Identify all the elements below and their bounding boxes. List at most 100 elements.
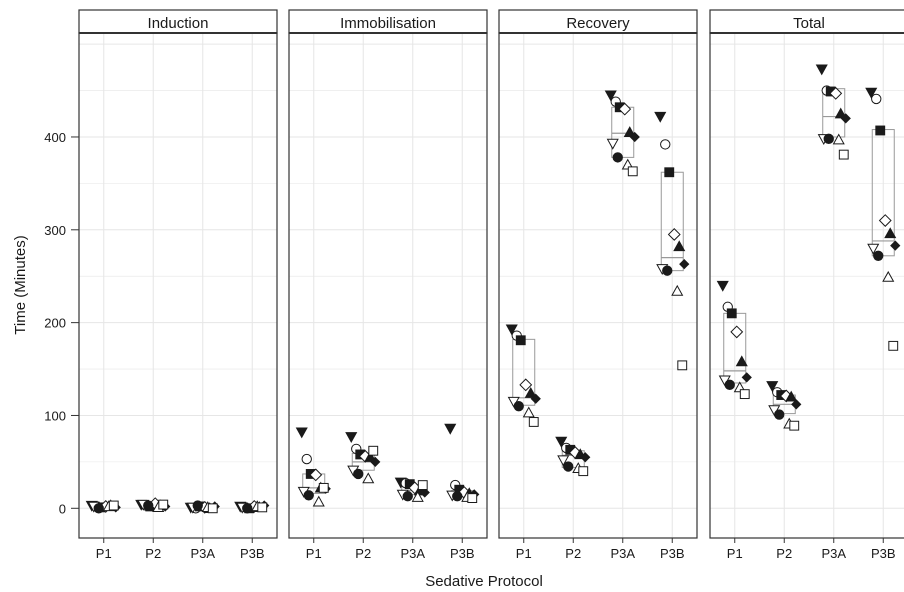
facet-title: Recovery xyxy=(566,15,630,32)
facet-title: Immobilisation xyxy=(340,15,436,32)
data-point xyxy=(242,503,253,514)
data-point xyxy=(677,360,688,371)
y-tick-label: 200 xyxy=(44,316,66,331)
data-point xyxy=(303,490,314,501)
data-point xyxy=(873,250,884,261)
y-tick-label: 300 xyxy=(44,223,66,238)
data-point xyxy=(735,355,748,367)
data-point xyxy=(604,90,617,102)
x-tick-label: P3A xyxy=(821,546,846,561)
data-point xyxy=(618,102,632,116)
x-tick-label: P3B xyxy=(871,546,896,561)
facet-panel-total: Total P1 P2 P3A P3B xyxy=(709,9,904,561)
data-point xyxy=(467,493,478,504)
data-point xyxy=(606,138,619,150)
facet-panel-immobilisation: Immobilisation P1 P2 P3A P3B xyxy=(288,9,488,561)
data-point xyxy=(519,378,533,392)
data-point xyxy=(515,335,526,346)
data-points xyxy=(85,497,270,514)
data-point xyxy=(739,389,750,400)
facet-panel-recovery: Recovery P1 P2 P3A P3B xyxy=(498,9,698,561)
data-point xyxy=(419,487,430,498)
data-point xyxy=(871,93,882,105)
x-tick-label: P2 xyxy=(565,546,581,561)
data-point xyxy=(823,133,834,145)
x-tick-label: P1 xyxy=(306,546,322,561)
data-point xyxy=(679,259,690,270)
facet-panels: Induction P1 P2 P3A P3B Immobilisation P1 P2 P3A… xyxy=(78,9,904,561)
data-point xyxy=(878,214,892,227)
data-point xyxy=(882,270,895,282)
facet-panel-induction: Induction P1 P2 P3A P3B xyxy=(78,9,278,561)
data-point xyxy=(890,240,901,251)
data-point xyxy=(370,456,381,468)
x-tick-label: P3A xyxy=(190,546,215,561)
x-tick-label: P2 xyxy=(776,546,792,561)
data-point xyxy=(664,167,675,178)
data-point xyxy=(730,325,744,339)
data-point xyxy=(612,152,623,163)
data-point xyxy=(716,280,729,292)
data-point xyxy=(673,240,686,252)
gridlines xyxy=(499,33,697,538)
data-point xyxy=(192,500,203,511)
data-point xyxy=(774,409,785,420)
data-points xyxy=(716,64,901,431)
facet-title: Induction xyxy=(148,15,209,32)
panel-background xyxy=(289,33,487,538)
data-point xyxy=(724,379,735,391)
data-point xyxy=(829,86,843,100)
data-point xyxy=(301,453,312,465)
data-point xyxy=(257,502,268,513)
data-point xyxy=(671,284,684,296)
data-point xyxy=(452,491,463,502)
data-point xyxy=(884,227,897,239)
data-point xyxy=(867,243,880,255)
data-point xyxy=(411,490,424,502)
x-tick-label: P3B xyxy=(240,546,265,561)
data-point xyxy=(143,500,154,511)
data-point xyxy=(353,468,364,480)
panel-background xyxy=(79,33,277,538)
data-point xyxy=(362,472,375,484)
data-point xyxy=(834,107,847,119)
data-point xyxy=(528,417,539,427)
data-point xyxy=(505,324,518,336)
y-tick-labels: 0 100 200 300 400 xyxy=(44,130,79,516)
y-axis-title: Time (Minutes) xyxy=(12,235,29,334)
data-point xyxy=(791,399,802,410)
panel-background xyxy=(499,33,697,538)
data-point xyxy=(623,126,636,137)
data-point xyxy=(108,500,119,511)
x-tick-label: P1 xyxy=(516,546,532,561)
data-point xyxy=(557,455,570,467)
data-point xyxy=(741,372,752,383)
data-point xyxy=(840,113,851,124)
gridlines xyxy=(710,33,904,538)
data-point xyxy=(158,499,169,510)
data-point xyxy=(417,480,428,491)
x-tick-label: P2 xyxy=(355,546,371,561)
data-point xyxy=(578,466,589,477)
data-point xyxy=(832,133,845,145)
data-point xyxy=(627,166,638,177)
data-point xyxy=(662,265,673,276)
data-point xyxy=(530,393,541,404)
facet-title: Total xyxy=(793,15,825,32)
data-point xyxy=(309,468,323,482)
data-point xyxy=(524,386,537,398)
data-point xyxy=(522,406,535,418)
data-point xyxy=(318,482,329,493)
data-point xyxy=(875,125,886,136)
y-tick-label: 400 xyxy=(44,130,66,145)
data-points xyxy=(505,90,690,477)
data-point xyxy=(312,495,325,507)
data-point xyxy=(660,139,671,150)
x-tick-label: P2 xyxy=(145,546,161,561)
data-point xyxy=(345,432,358,444)
data-point xyxy=(785,390,798,402)
data-point xyxy=(654,111,667,123)
data-point xyxy=(726,308,737,319)
data-point xyxy=(563,461,574,472)
